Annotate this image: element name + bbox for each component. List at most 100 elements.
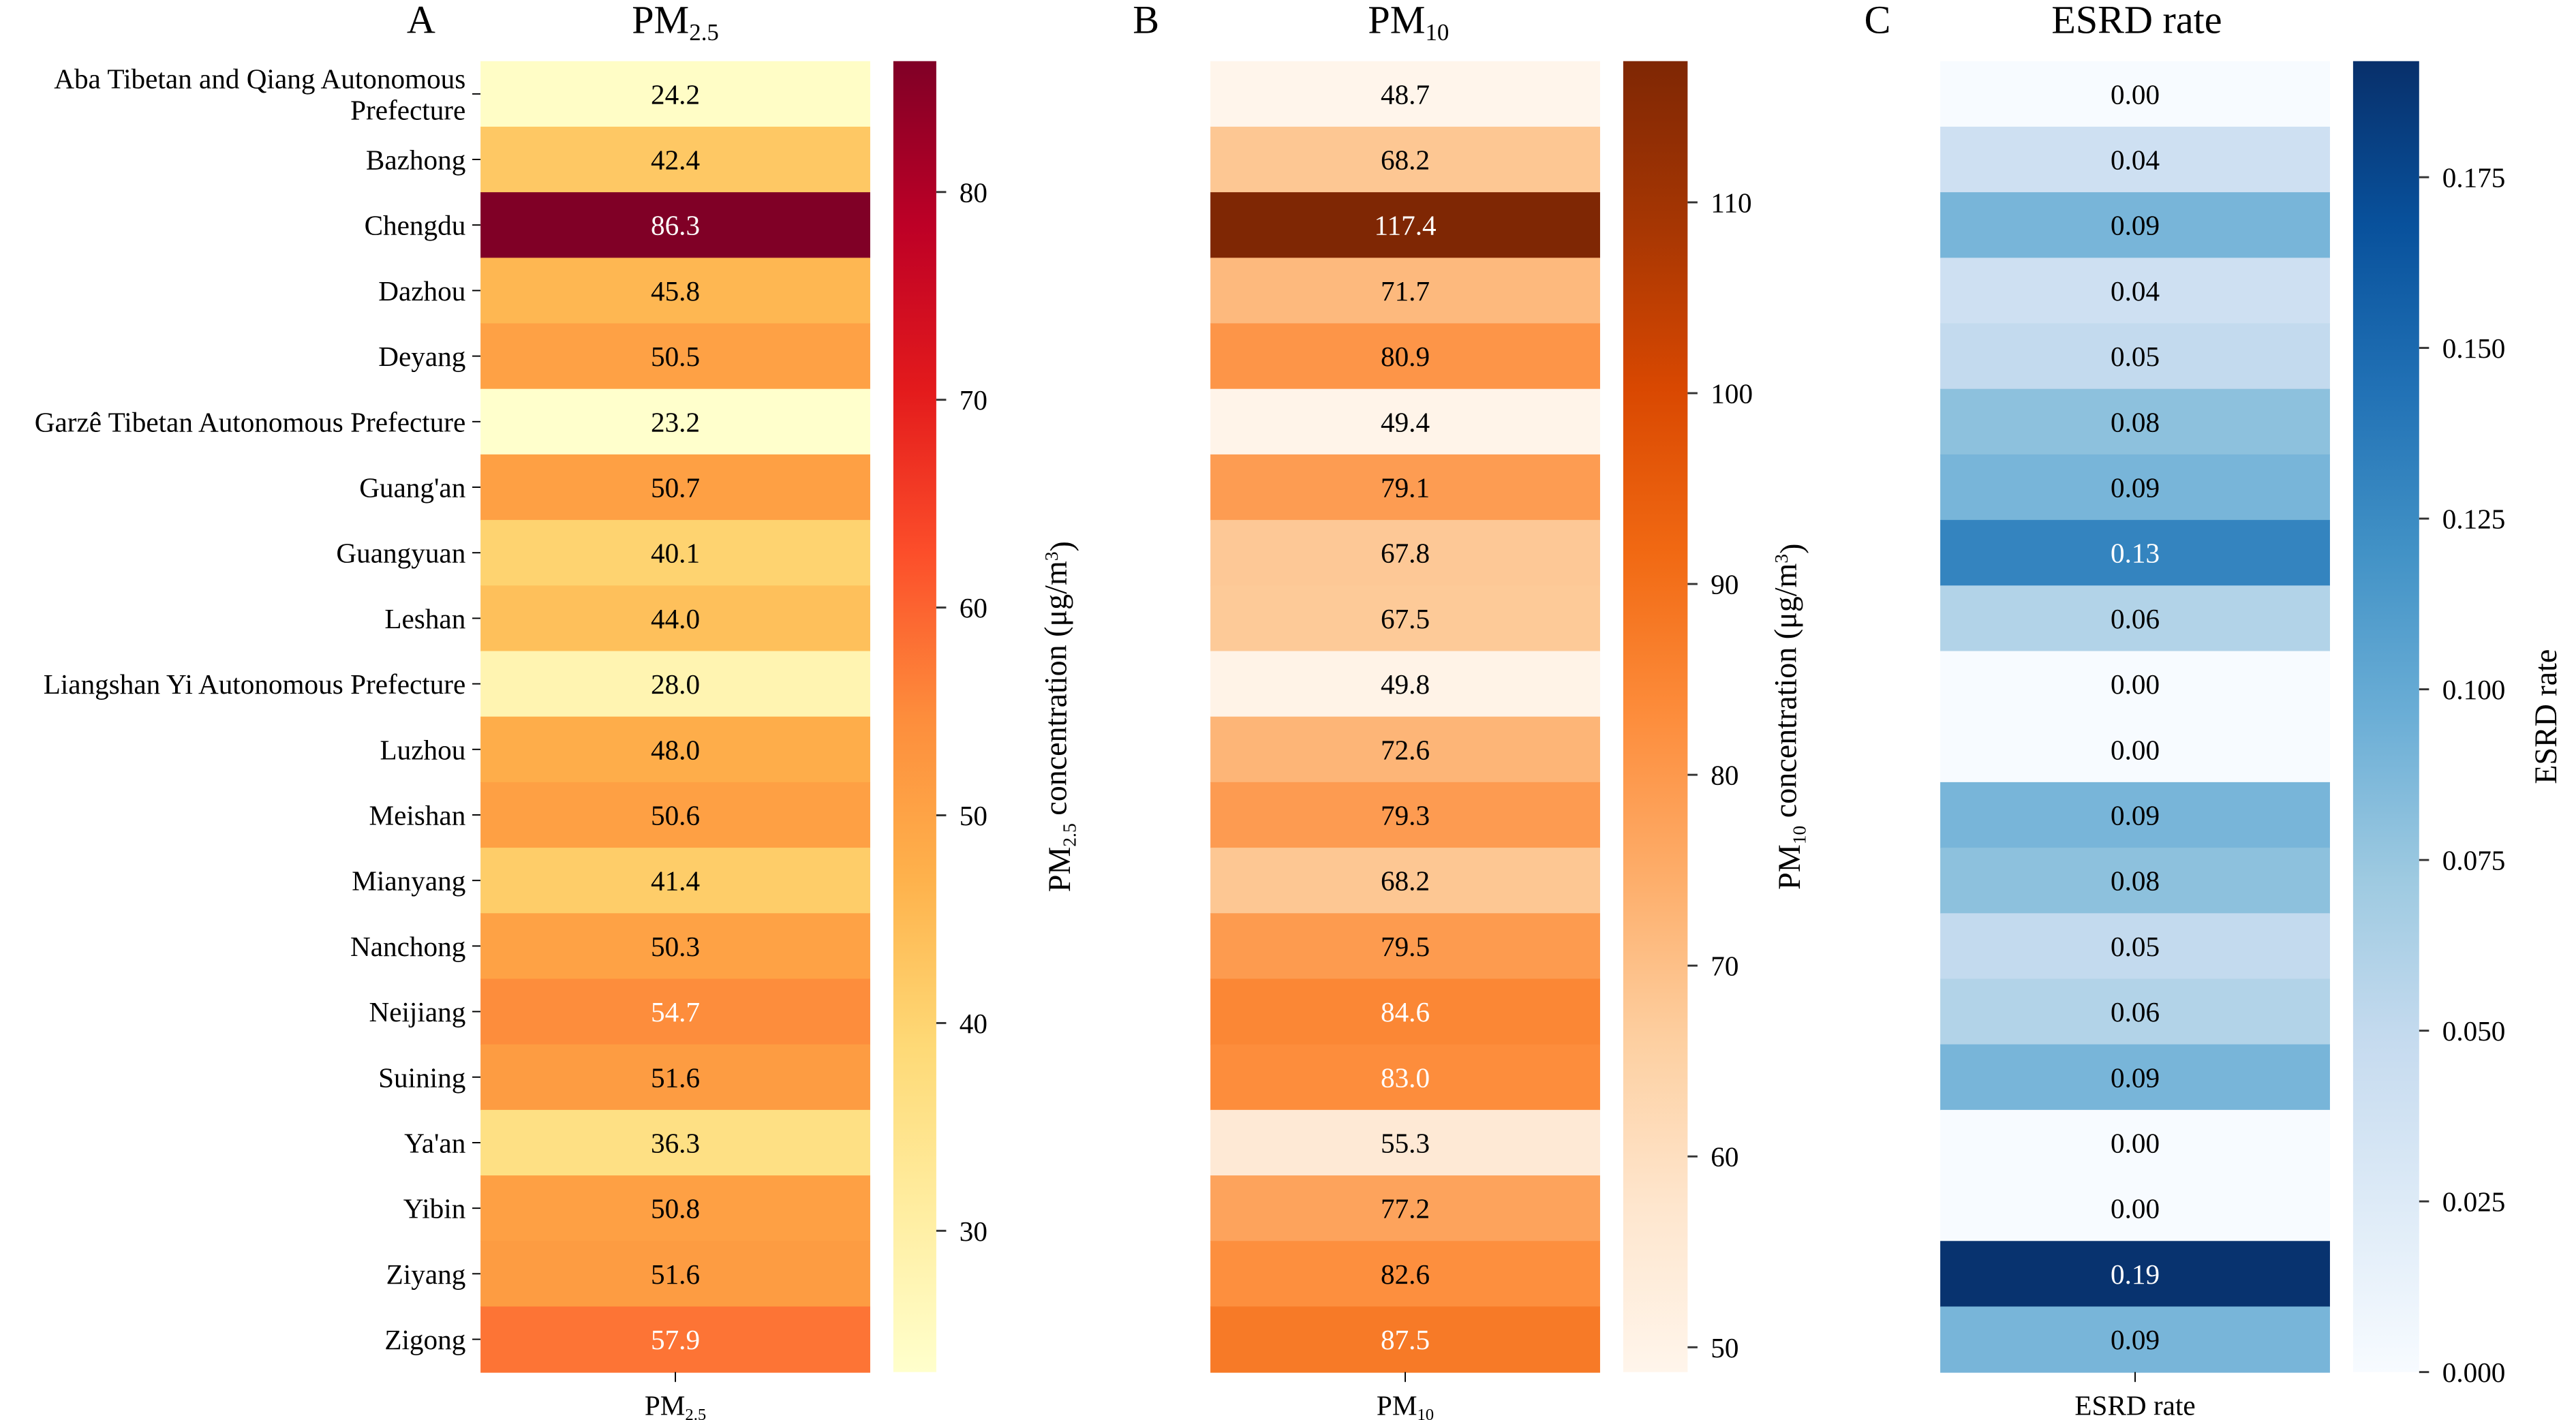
colorbar-tick-label: 0.125 — [2442, 504, 2506, 535]
colorbar-tick-label: 0.100 — [2442, 674, 2506, 705]
row-label: Zigong — [384, 1324, 465, 1355]
colorbar-label-superscript: 3 — [1770, 554, 1792, 564]
cell-label: 0.09 — [2111, 210, 2160, 241]
colorbar-label-main: PM — [1772, 844, 1807, 890]
heatmap-cell — [1210, 782, 1600, 849]
heatmap-cell — [1210, 651, 1600, 717]
colorbar-tick-label: 90 — [1711, 569, 1738, 600]
cell-label: 68.2 — [1381, 144, 1430, 176]
cell-label: 0.05 — [2111, 341, 2160, 372]
row-label: Guang'an — [359, 472, 465, 504]
cell-label: 0.00 — [2111, 1193, 2160, 1224]
cell-label: 80.9 — [1381, 341, 1430, 372]
heatmap-cell — [480, 1306, 870, 1373]
cell-label: 117.4 — [1374, 210, 1436, 241]
colorbar-label-text: concentration (μg/m — [1039, 561, 1073, 823]
heatmap-cell — [1210, 454, 1600, 521]
colorbar-tick-label: 50 — [1711, 1332, 1738, 1363]
cell-label: 0.08 — [2111, 406, 2160, 437]
colorbar — [2352, 61, 2419, 1372]
cell-label: 24.2 — [651, 78, 700, 110]
row-label: Yibin — [403, 1193, 466, 1224]
colorbar-label-subscript: 2.5 — [1058, 823, 1079, 847]
cell-label: 23.2 — [651, 406, 700, 437]
colorbar-label-main: ESRD rate — [2528, 649, 2563, 784]
heatmap-cell — [480, 651, 870, 717]
heatmap-cell — [1940, 1306, 2330, 1373]
heatmap-cell — [1210, 1241, 1600, 1308]
heatmap-cell — [480, 61, 870, 127]
cell-label: 0.00 — [2111, 734, 2160, 765]
row-label: Leshan — [384, 603, 465, 634]
heatmap-cell — [1210, 1044, 1600, 1111]
cell-label: 0.05 — [2111, 931, 2160, 962]
heatmap-cell — [480, 1241, 870, 1308]
cell-label: 0.19 — [2111, 1259, 2160, 1290]
heatmap-cell — [480, 848, 870, 914]
colorbar — [1623, 61, 1688, 1372]
colorbar-tick-label: 60 — [1711, 1141, 1738, 1173]
row-label: Dazhou — [378, 275, 465, 307]
heatmap-cell — [1940, 61, 2330, 127]
heatmap-cell — [480, 192, 870, 259]
heatmap-cell — [1940, 258, 2330, 324]
panel-title-main: PM — [632, 0, 689, 42]
heatmap-cell — [1210, 978, 1600, 1045]
panel-letter: A — [407, 0, 435, 42]
cell-label: 0.04 — [2111, 144, 2160, 176]
panel-title-main: PM — [1368, 0, 1425, 42]
colorbar-tick-label: 60 — [960, 592, 987, 623]
row-label: Luzhou — [380, 734, 465, 765]
row-label: Suining — [378, 1062, 465, 1093]
cell-label: 77.2 — [1381, 1193, 1430, 1224]
row-label: Chengdu — [365, 210, 466, 241]
panel-title: PM2.5 — [632, 0, 719, 46]
heatmap-cell — [1210, 1306, 1600, 1373]
colorbar-tick-label: 0.175 — [2442, 162, 2506, 194]
colorbar-tick-label: 0.050 — [2442, 1015, 2506, 1047]
heatmap-cell — [480, 716, 870, 783]
cell-label: 86.3 — [651, 210, 700, 241]
heatmap-cell — [1210, 520, 1600, 587]
heatmap-cell — [1940, 1044, 2330, 1111]
panel-title-subscript: 10 — [1425, 19, 1449, 46]
heatmap-cell — [480, 323, 870, 390]
heatmap-cell — [1940, 1109, 2330, 1177]
heatmap-cell — [480, 782, 870, 849]
panel-letter: B — [1133, 0, 1159, 42]
cell-label: 0.09 — [2111, 1324, 2160, 1355]
colorbar-label: PM10 concentration (μg/m3) — [1768, 544, 1810, 890]
cell-label: 0.06 — [2111, 996, 2160, 1028]
cell-label: 67.5 — [1381, 603, 1430, 634]
cell-label: 50.5 — [651, 341, 700, 372]
cell-label: 55.3 — [1381, 1128, 1430, 1159]
heatmap-cell — [480, 1175, 870, 1242]
heatmap-cell — [1210, 585, 1600, 652]
cell-label: 82.6 — [1381, 1259, 1430, 1290]
colorbar-label-text-end: ) — [1774, 544, 1809, 554]
heatmap-cell — [1940, 1175, 2330, 1242]
colorbar-tick-label: 70 — [960, 384, 987, 416]
panel-c: C ESRD rate 0.00 0.04 0.09 0.04 0.05 0.08 0.09 0.… — [1865, 0, 2563, 1420]
cell-label: 0.09 — [2111, 472, 2160, 504]
heatmap-cell — [480, 126, 870, 194]
cell-label: 0.09 — [2111, 800, 2160, 831]
colorbar-label-text-end: ) — [1044, 541, 1079, 551]
cell-label: 48.0 — [651, 734, 700, 765]
cell-label: 44.0 — [651, 603, 700, 634]
panel-b: B PM1048.768.2117.471.780.949.479.167.867… — [1133, 0, 1809, 1420]
cell-label: 79.5 — [1381, 931, 1430, 962]
colorbar-tick-label: 80 — [960, 176, 987, 208]
cell-label: 50.7 — [651, 472, 700, 504]
cell-label: 0.00 — [2111, 668, 2160, 700]
x-tick-label-main: PM — [1377, 1390, 1417, 1420]
row-labels: Aba Tibetan and Qiang AutonomousPrefectu… — [35, 63, 481, 1355]
cell-label: 84.6 — [1381, 996, 1430, 1028]
row-label: Guangyuan — [336, 538, 465, 569]
heatmap-cell — [1940, 126, 2330, 194]
heatmap-cell — [1210, 1109, 1600, 1177]
heatmap-cell — [1940, 585, 2330, 652]
cell-label: 49.8 — [1381, 668, 1430, 700]
colorbar — [893, 61, 936, 1372]
